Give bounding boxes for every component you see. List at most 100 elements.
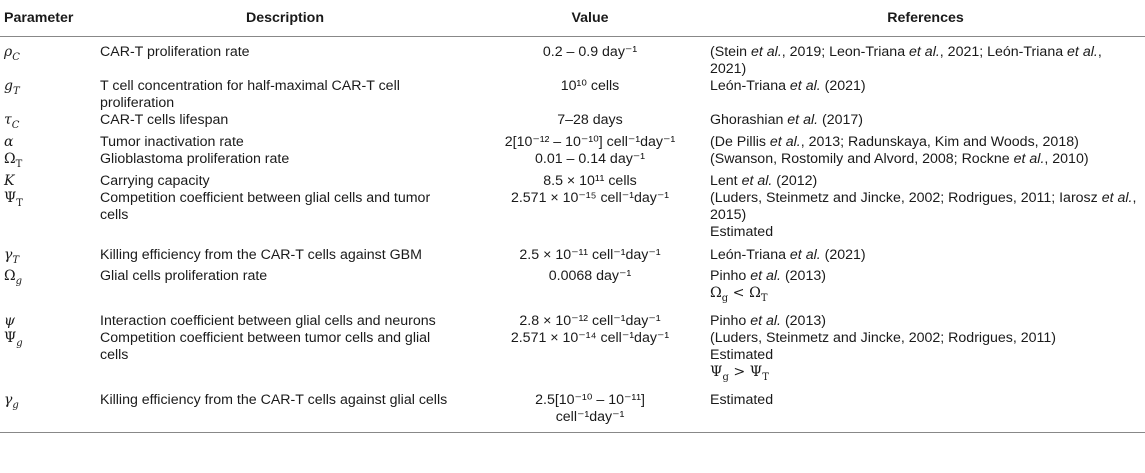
parameter-description: Tumor inactivation rate <box>96 134 474 151</box>
header-value: Value <box>474 0 706 37</box>
reference-line: Estimated <box>710 223 774 240</box>
reference-line: León-Triana et al. (2021) <box>710 246 866 263</box>
description-line: Carrying capacity <box>100 172 210 189</box>
reference-line: Pinho et al. (2013) <box>710 268 826 285</box>
parameter-value: 2.571 × 10⁻¹⁵ cell⁻¹day⁻¹ <box>474 190 706 241</box>
table-row: γT Killing efficiency from the CAR-T cell… <box>0 247 1145 269</box>
parameter-symbol: ΨT <box>4 189 23 209</box>
reference-line: Estimated <box>710 392 774 409</box>
table-row: ΨT Competition coefficient between glial … <box>0 190 1145 241</box>
parameter-references: (Luders, Steinmetz and Jincke, 2002; Rod… <box>706 190 1145 241</box>
parameter-value: 2[10⁻¹² – 10⁻¹⁰] cell⁻¹day⁻¹ <box>474 134 706 151</box>
parameter-references: (Luders, Steinmetz and Jincke, 2002; Rod… <box>706 330 1145 386</box>
value-line: 2.8 × 10⁻¹² cell⁻¹day⁻¹ <box>519 313 661 330</box>
parameter-references: (Swanson, Rostomily and Alvord, 2008; Ro… <box>706 151 1145 173</box>
description-line: Interaction coefficient between glial ce… <box>100 313 436 330</box>
reference-line: 2015) <box>710 206 747 223</box>
parameter-table: Parameter Description Value References ρ… <box>0 0 1145 434</box>
parameter-value: 2.5 × 10⁻¹¹ cell⁻¹day⁻¹ <box>474 247 706 269</box>
parameter-description: Competition coefficient between tumor ce… <box>96 330 474 386</box>
parameter-symbol: γg <box>0 392 96 434</box>
parameter-references: León-Triana et al. (2021) <box>706 247 1145 269</box>
table-header-row: Parameter Description Value References <box>0 0 1145 37</box>
description-line: proliferation <box>100 95 175 111</box>
value-line: 7–28 days <box>557 112 623 128</box>
parameter-value: 7–28 days <box>474 112 706 134</box>
parameter-symbol: Ψg <box>4 330 23 350</box>
parameter-description: Carrying capacity <box>96 173 474 190</box>
parameter-references: Pinho et al. (2013) Ωg < ΩT <box>706 268 1145 307</box>
table-body: ρC CAR-T proliferation rate 0.2 – 0.9 day⁻… <box>0 37 1145 434</box>
parameter-value: 10¹⁰ cells <box>474 78 706 112</box>
parameter-symbol: ΩT <box>4 150 23 170</box>
reference-line: Ψg > ΨT <box>710 364 769 384</box>
parameter-value: 0.0068 day⁻¹ <box>474 268 706 307</box>
value-line: 0.01 – 0.14 day⁻¹ <box>534 150 646 167</box>
description-line: CAR-T proliferation rate <box>100 44 250 60</box>
value-line: 0.0068 day⁻¹ <box>548 268 632 285</box>
table-row: α Tumor inactivation rate 2[10⁻¹² – 10⁻¹⁰]… <box>0 134 1145 151</box>
parameter-description: Glioblastoma proliferation rate <box>96 151 474 173</box>
value-line: 0.2 – 0.9 day⁻¹ <box>542 44 638 60</box>
parameter-symbol: γT <box>4 246 20 266</box>
table-row: ρC CAR-T proliferation rate 0.2 – 0.9 day⁻… <box>0 37 1145 79</box>
description-line: CAR-T cells lifespan <box>100 112 229 128</box>
value-line: 2.571 × 10⁻¹⁴ cell⁻¹day⁻¹ <box>510 330 670 347</box>
parameter-symbol: ψ <box>4 313 15 330</box>
reference-line: (Luders, Steinmetz and Jincke, 2002; Rod… <box>710 330 1056 347</box>
parameter-value: 2.571 × 10⁻¹⁴ cell⁻¹day⁻¹ <box>474 330 706 386</box>
value-line: 10¹⁰ cells <box>560 78 620 94</box>
parameter-references: (Stein et al., 2019; Leon-Triana et al.,… <box>706 37 1145 79</box>
parameter-description: Interaction coefficient between glial ce… <box>96 313 474 330</box>
parameter-value: 2.8 × 10⁻¹² cell⁻¹day⁻¹ <box>474 313 706 330</box>
table-row: ψ Interaction coefficient between glial c… <box>0 313 1145 330</box>
parameter-references: (De Pillis et al., 2013; Radunskaya, Kim… <box>706 134 1145 151</box>
parameter-value: 0.2 – 0.9 day⁻¹ <box>474 37 706 79</box>
parameter-value: 0.01 – 0.14 day⁻¹ <box>474 151 706 173</box>
table-row: K Carrying capacity 8.5 × 10¹¹ cells Lent e… <box>0 173 1145 190</box>
table-row: γg Killing efficiency from the CAR-T cell… <box>0 392 1145 434</box>
value-line: 8.5 × 10¹¹ cells <box>543 172 637 189</box>
reference-line: (De Pillis et al., 2013; Radunskaya, Kim… <box>710 133 1079 150</box>
description-line: cells <box>100 347 129 364</box>
parameter-symbol: gT <box>4 78 20 97</box>
header-references: References <box>706 0 1145 37</box>
description-line: Glial cells proliferation rate <box>100 268 268 285</box>
parameter-description: Killing efficiency from the CAR-T cells … <box>96 392 474 434</box>
reference-line: Ωg < ΩT <box>710 285 768 305</box>
table-row: Ψg Competition coefficient between tumor … <box>0 330 1145 386</box>
reference-line: (Swanson, Rostomily and Alvord, 2008; Ro… <box>710 150 1089 167</box>
parameter-description: Killing efficiency from the CAR-T cells … <box>96 247 474 269</box>
description-line: Competition coefficient between tumor ce… <box>100 330 431 347</box>
parameter-references: Estimated <box>706 392 1145 434</box>
parameter-value: 2.5[10⁻¹⁰ – 10⁻¹¹] cell⁻¹day⁻¹ <box>474 392 706 434</box>
description-line: cells <box>100 206 129 223</box>
parameter-symbol: τC <box>4 112 20 131</box>
value-line: 2.5 × 10⁻¹¹ cell⁻¹day⁻¹ <box>519 246 661 263</box>
reference-line: (Luders, Steinmetz and Jincke, 2002; Rod… <box>710 189 1137 206</box>
parameter-value: 8.5 × 10¹¹ cells <box>474 173 706 190</box>
reference-line: León-Triana et al. (2021) <box>710 78 866 94</box>
parameter-description: Competition coefficient between glial ce… <box>96 190 474 241</box>
description-line: Killing efficiency from the CAR-T cells … <box>100 246 422 263</box>
reference-line: Ghorashian et al. (2017) <box>710 112 864 128</box>
description-line: Tumor inactivation rate <box>100 133 244 150</box>
value-line: 2[10⁻¹² – 10⁻¹⁰] cell⁻¹day⁻¹ <box>504 133 676 150</box>
parameter-description: Glial cells proliferation rate <box>96 268 474 307</box>
parameter-symbol: ρC <box>4 44 20 63</box>
parameter-description: CAR-T proliferation rate <box>96 37 474 79</box>
table-row: ΩT Glioblastoma proliferation rate 0.01 – … <box>0 151 1145 173</box>
reference-line: Lent et al. (2012) <box>710 172 818 189</box>
header-parameter: Parameter <box>0 0 96 37</box>
table-row: gT T cell concentration for half-maximal … <box>0 78 1145 112</box>
description-line: Glioblastoma proliferation rate <box>100 150 290 167</box>
parameter-references: Ghorashian et al. (2017) <box>706 112 1145 134</box>
description-line: Killing efficiency from the CAR-T cells … <box>100 392 448 409</box>
reference-line: Pinho et al. (2013) <box>710 313 826 330</box>
parameter-references: León-Triana et al. (2021) <box>706 78 1145 112</box>
parameter-references: Pinho et al. (2013) <box>706 313 1145 330</box>
parameter-symbol: Ωg <box>4 268 23 288</box>
reference-line: (Stein et al., 2019; Leon-Triana et al.,… <box>710 44 1102 77</box>
parameter-description: T cell concentration for half-maximal CA… <box>96 78 474 112</box>
parameter-symbol: K <box>4 172 15 189</box>
